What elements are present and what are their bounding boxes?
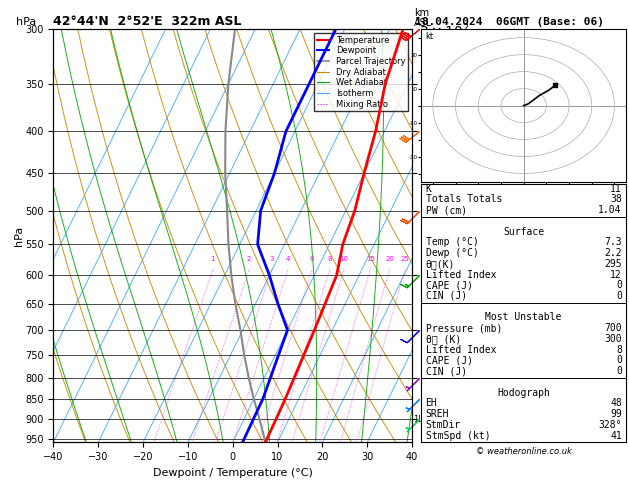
Text: Pressure (mb): Pressure (mb) xyxy=(426,323,502,333)
Text: EH: EH xyxy=(426,399,437,408)
Text: CAPE (J): CAPE (J) xyxy=(426,280,472,290)
Text: Temp (°C): Temp (°C) xyxy=(426,237,479,247)
Text: 4: 4 xyxy=(286,256,290,262)
Text: 0: 0 xyxy=(616,280,621,290)
Legend: Temperature, Dewpoint, Parcel Trajectory, Dry Adiabat, Wet Adiabat, Isotherm, Mi: Temperature, Dewpoint, Parcel Trajectory… xyxy=(314,34,408,111)
Text: 6: 6 xyxy=(310,256,314,262)
Text: 15: 15 xyxy=(366,256,375,262)
Text: Lifted Index: Lifted Index xyxy=(426,345,496,355)
Text: Surface: Surface xyxy=(503,226,544,237)
Text: 328°: 328° xyxy=(598,420,621,430)
Text: CAPE (J): CAPE (J) xyxy=(426,355,472,365)
Text: CIN (J): CIN (J) xyxy=(426,291,467,301)
Text: km
ASL: km ASL xyxy=(414,8,432,28)
Text: 295: 295 xyxy=(604,259,621,269)
Text: 7.3: 7.3 xyxy=(604,237,621,247)
Text: 0: 0 xyxy=(616,366,621,376)
Text: Dewp (°C): Dewp (°C) xyxy=(426,248,479,258)
Text: 38: 38 xyxy=(610,194,621,204)
Text: © weatheronline.co.uk: © weatheronline.co.uk xyxy=(476,447,572,456)
Text: 3: 3 xyxy=(269,256,274,262)
Text: 700: 700 xyxy=(604,323,621,333)
Text: 1LCL: 1LCL xyxy=(413,415,434,424)
Text: 10: 10 xyxy=(340,256,348,262)
Text: 11: 11 xyxy=(610,184,621,193)
Text: 2: 2 xyxy=(247,256,252,262)
Text: StmDir: StmDir xyxy=(426,420,461,430)
Text: kt: kt xyxy=(426,32,433,41)
Text: 8: 8 xyxy=(328,256,332,262)
Text: 0: 0 xyxy=(616,355,621,365)
Text: 48: 48 xyxy=(610,399,621,408)
Text: hPa: hPa xyxy=(16,17,36,27)
Text: 25: 25 xyxy=(401,256,409,262)
Text: 99: 99 xyxy=(610,409,621,419)
Text: θᴄ(K): θᴄ(K) xyxy=(426,259,455,269)
Text: 0: 0 xyxy=(616,291,621,301)
Text: 12: 12 xyxy=(610,270,621,279)
Text: 8: 8 xyxy=(616,345,621,355)
Text: Lifted Index: Lifted Index xyxy=(426,270,496,279)
Text: SREH: SREH xyxy=(426,409,449,419)
Text: 1.04: 1.04 xyxy=(598,205,621,215)
Text: Hodograph: Hodograph xyxy=(497,388,550,398)
Text: 20: 20 xyxy=(385,256,394,262)
Text: θᴄ (K): θᴄ (K) xyxy=(426,334,461,344)
Text: StmSpd (kt): StmSpd (kt) xyxy=(426,431,490,441)
X-axis label: Dewpoint / Temperature (°C): Dewpoint / Temperature (°C) xyxy=(153,468,313,478)
Text: Most Unstable: Most Unstable xyxy=(486,312,562,323)
Text: 1: 1 xyxy=(211,256,215,262)
Text: Totals Totals: Totals Totals xyxy=(426,194,502,204)
Text: 300: 300 xyxy=(604,334,621,344)
Text: PW (cm): PW (cm) xyxy=(426,205,467,215)
Y-axis label: Mixing Ratio (g/kg): Mixing Ratio (g/kg) xyxy=(473,196,482,276)
Text: 2.2: 2.2 xyxy=(604,248,621,258)
Text: CIN (J): CIN (J) xyxy=(426,366,467,376)
Text: 18.04.2024  06GMT (Base: 06): 18.04.2024 06GMT (Base: 06) xyxy=(415,17,604,27)
Y-axis label: hPa: hPa xyxy=(14,226,24,246)
Text: 42°44'N  2°52'E  322m ASL: 42°44'N 2°52'E 322m ASL xyxy=(53,15,242,28)
Text: K: K xyxy=(426,184,431,193)
Text: 41: 41 xyxy=(610,431,621,441)
